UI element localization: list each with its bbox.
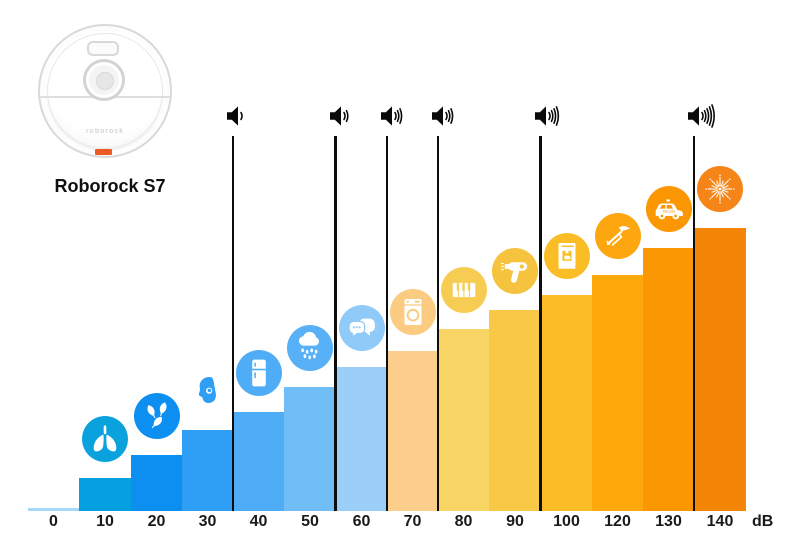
bar-140db: [694, 228, 746, 511]
whispering-icon: [184, 368, 231, 414]
speaker-volume-icon-65db: [379, 103, 411, 129]
police-car-icon: POLIZEI: [645, 186, 692, 232]
bar-90db: [489, 310, 541, 511]
bar-50db: [284, 387, 336, 511]
bar-70db: [387, 351, 438, 511]
x-tick-label-70: 70: [403, 513, 422, 530]
axis-unit-label: dB: [752, 513, 774, 530]
bar-100db: [541, 295, 592, 511]
speaker-volume-icon-95db: [533, 103, 565, 129]
robot-accent-stripe: [95, 149, 112, 155]
x-tick-label-40: 40: [249, 513, 268, 530]
rain-shower-icon: [287, 325, 333, 371]
speaker-volume-icon-35db: [225, 103, 257, 129]
bar-10db: [79, 478, 131, 511]
conversation-bubbles-icon: [338, 305, 385, 351]
refrigerator-icon: [235, 350, 282, 396]
bar-0db: [28, 508, 79, 511]
svg-text:POLIZEI: POLIZEI: [662, 210, 674, 214]
robot-lidar-turret: [83, 59, 125, 101]
marker-line-135db: [693, 136, 696, 511]
x-tick-label-50: 50: [301, 513, 319, 530]
fireworks-icon: [697, 166, 743, 212]
product-name-label: Roborock S7: [54, 176, 166, 196]
robot-buttons: [87, 41, 119, 56]
speaker-volume-icon-55db: [328, 103, 360, 129]
robot-wordmark: roborock: [85, 128, 125, 135]
marker-line-35db: [231, 136, 235, 511]
bar-20db: [131, 455, 182, 511]
x-tick-label-130: 130: [655, 513, 682, 530]
bar-80db: [438, 329, 489, 511]
piano-keys-icon: [440, 267, 487, 313]
bar-130db: [643, 248, 694, 511]
robot-ring: [47, 33, 163, 149]
bar-120db: [592, 275, 643, 511]
x-tick-label-120: 120: [604, 513, 631, 530]
bar-40db: [233, 412, 284, 511]
trombone-icon: [594, 213, 641, 259]
washing-machine-icon: [389, 289, 436, 335]
robot-lidar-dot: [96, 72, 114, 90]
breathing-lungs-icon: [82, 416, 128, 462]
marker-line-75db: [436, 136, 440, 511]
speaker-volume-icon-135db: [686, 103, 718, 129]
robot-body: roborock: [38, 24, 172, 158]
speaker-volume-icon-75db: [430, 103, 462, 129]
falling-leaves-icon: [133, 393, 180, 439]
marker-line-65db: [385, 136, 388, 511]
coffee-machine-icon: [543, 233, 590, 279]
bar-60db: [336, 367, 387, 511]
x-tick-label-0: 0: [49, 513, 58, 530]
x-tick-label-60: 60: [352, 513, 371, 530]
x-tick-label-90: 90: [506, 513, 524, 530]
x-tick-label-10: 10: [96, 513, 114, 530]
x-tick-label-80: 80: [454, 513, 473, 530]
bar-30db: [182, 430, 233, 511]
x-tick-label-100: 100: [553, 513, 580, 530]
marker-line-55db: [334, 136, 337, 511]
x-tick-label-140: 140: [706, 513, 734, 530]
marker-line-95db: [539, 136, 542, 511]
hair-dryer-icon: [492, 248, 538, 294]
x-tick-label-20: 20: [147, 513, 166, 530]
robot-vacuum-image: roborock Roborock S7: [28, 18, 192, 208]
x-tick-label-30: 30: [198, 513, 217, 530]
